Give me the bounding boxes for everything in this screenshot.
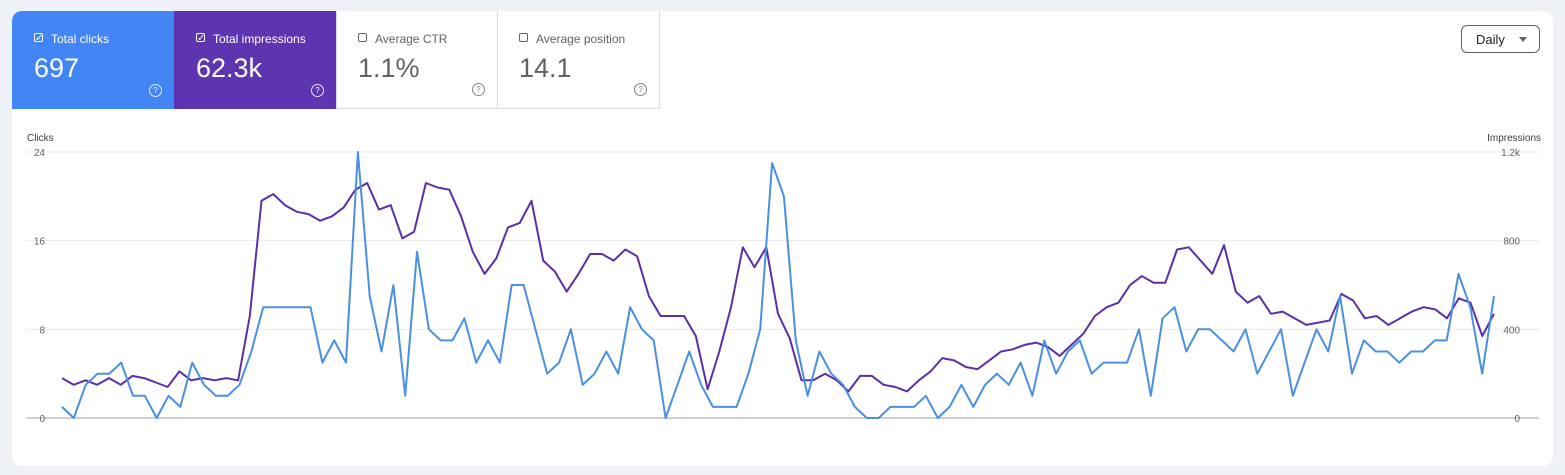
metric-average-position[interactable]: Average position 14.1 ?: [498, 11, 660, 109]
metric-average-position-value: 14.1: [519, 53, 572, 83]
checkbox-average-position[interactable]: [519, 33, 528, 42]
help-icon[interactable]: ?: [634, 83, 647, 96]
metric-total-clicks-label: Total clicks: [51, 32, 110, 46]
metric-total-clicks[interactable]: ✓ Total clicks 697 ?: [12, 11, 174, 109]
right-tick-label: 400: [1503, 325, 1520, 336]
left-tick-label: 8: [39, 325, 45, 336]
help-icon[interactable]: ?: [149, 84, 162, 97]
right-tick-label: 1.2k: [1501, 148, 1521, 159]
right-tick-label: 800: [1503, 237, 1520, 248]
granularity-label: Daily: [1476, 32, 1505, 47]
metric-total-clicks-value: 697: [34, 53, 80, 83]
metric-total-impressions-label: Total impressions: [213, 32, 306, 46]
checkbox-total-clicks[interactable]: ✓: [34, 33, 44, 44]
left-axis-title: Clicks: [27, 133, 54, 144]
metric-total-impressions[interactable]: ✓ Total impressions 62.3k ?: [174, 11, 336, 109]
help-icon[interactable]: ?: [311, 84, 324, 97]
performance-chart: Clicks Impressions 0 0 8 400 16 800 24 1.2k: [26, 133, 1541, 425]
left-tick-label: 16: [34, 237, 46, 248]
caret-down-icon: [1519, 37, 1527, 42]
left-tick-label: 0: [39, 414, 45, 425]
metric-total-impressions-value: 62.3k: [196, 53, 263, 83]
series-line-total-clicks: [61, 151, 1495, 419]
granularity-dropdown[interactable]: Daily: [1461, 25, 1540, 53]
right-axis-title: Impressions: [1487, 133, 1541, 144]
metric-average-ctr-label: Average CTR: [375, 32, 448, 46]
metric-average-position-label: Average position: [536, 32, 626, 46]
checkbox-total-impressions[interactable]: ✓: [196, 33, 206, 44]
gridlines: [26, 151, 1539, 419]
left-tick-label: 24: [34, 148, 46, 159]
series-line-total-impressions: [61, 182, 1495, 393]
series-lines: [61, 151, 1495, 419]
checkbox-average-ctr[interactable]: [358, 33, 367, 42]
metric-average-ctr[interactable]: Average CTR 1.1% ?: [336, 11, 498, 109]
axis-ticks: 0 0 8 400 16 800 24 1.2k: [34, 148, 1521, 425]
help-icon[interactable]: ?: [472, 83, 485, 96]
performance-card: ✓ Total clicks 697 ? ✓ Total impressions…: [12, 11, 1553, 466]
metric-average-ctr-value: 1.1%: [358, 53, 420, 83]
right-tick-label: 0: [1514, 414, 1520, 425]
